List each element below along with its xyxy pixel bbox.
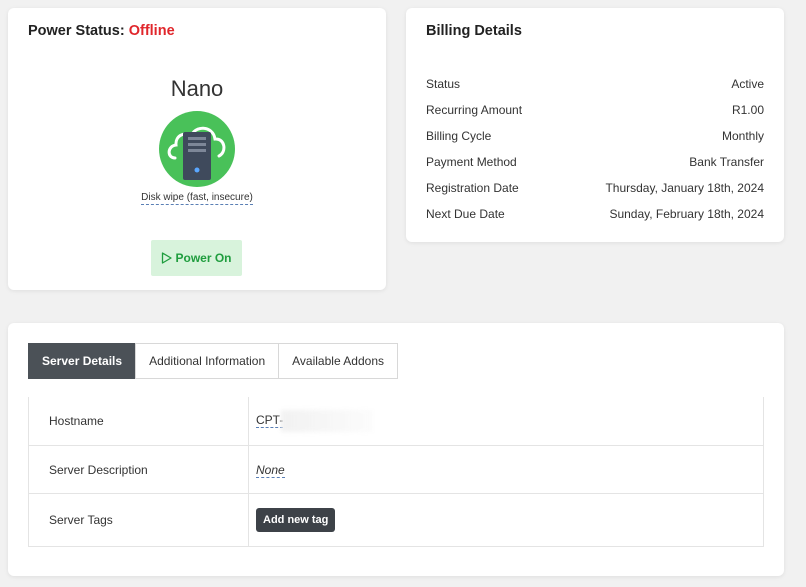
billing-row-next-due-date: Next Due Date Sunday, February 18th, 202… [426, 207, 764, 221]
hostname-label: Hostname [28, 397, 249, 446]
tags-cell: Add new tag [248, 493, 764, 547]
billing-label: Registration Date [426, 181, 519, 195]
billing-row-billing-cycle: Billing Cycle Monthly [426, 129, 764, 143]
power-status-title: Power Status: Offline [28, 23, 175, 39]
redacted-hostname [281, 410, 374, 432]
billing-value: Active [731, 77, 764, 91]
description-value[interactable]: None [256, 462, 285, 478]
hostname-cell: CPT- [248, 397, 764, 446]
tab-available-addons[interactable]: Available Addons [278, 343, 398, 379]
description-cell: None [248, 445, 764, 494]
billing-row-recurring-amount: Recurring Amount R1.00 [426, 103, 764, 117]
hostname-value[interactable]: CPT- [256, 413, 284, 429]
billing-row-registration-date: Registration Date Thursday, January 18th… [426, 181, 764, 195]
tags-label: Server Tags [28, 493, 249, 547]
billing-label: Recurring Amount [426, 103, 523, 117]
product-name: Nano [170, 76, 224, 101]
power-status-value: Offline [128, 23, 175, 39]
power-on-label: Power On [175, 251, 232, 265]
billing-value: Thursday, January 18th, 2024 [605, 181, 764, 195]
table-row-hostname: Hostname CPT- [28, 397, 764, 446]
billing-details-card: Billing Details Status Active Recurring … [406, 8, 784, 242]
table-row-tags: Server Tags Add new tag [28, 493, 764, 547]
play-icon [162, 252, 173, 264]
billing-label: Payment Method [426, 155, 517, 169]
power-on-button[interactable]: Power On [151, 240, 242, 276]
power-status-card: Power Status: Offline Nano Disk wipe (fa… [8, 8, 386, 290]
server-tabs: Server Details Additional Information Av… [28, 343, 398, 379]
billing-row-payment-method: Payment Method Bank Transfer [426, 155, 764, 169]
power-status-label: Power Status: [28, 23, 125, 39]
billing-label: Billing Cycle [426, 129, 492, 143]
server-details-table: Hostname CPT- Server Description None Se… [28, 397, 764, 547]
tab-server-details[interactable]: Server Details [28, 343, 137, 379]
billing-details-title: Billing Details [426, 23, 522, 39]
table-row-description: Server Description None [28, 445, 764, 494]
billing-label: Next Due Date [426, 207, 505, 221]
disk-wipe-link[interactable]: Disk wipe (fast, insecure) [141, 192, 253, 205]
server-details-card: Server Details Additional Information Av… [8, 323, 784, 576]
cloud-server-icon [159, 111, 235, 187]
billing-label: Status [426, 77, 461, 91]
billing-value: Monthly [721, 129, 764, 143]
tab-additional-information[interactable]: Additional Information [135, 343, 280, 379]
billing-value: Bank Transfer [689, 155, 764, 169]
billing-row-status: Status Active [426, 77, 764, 91]
description-label: Server Description [28, 445, 249, 494]
billing-value: R1.00 [731, 103, 764, 117]
add-tag-button[interactable]: Add new tag [256, 508, 336, 532]
billing-value: Sunday, February 18th, 2024 [609, 207, 764, 221]
